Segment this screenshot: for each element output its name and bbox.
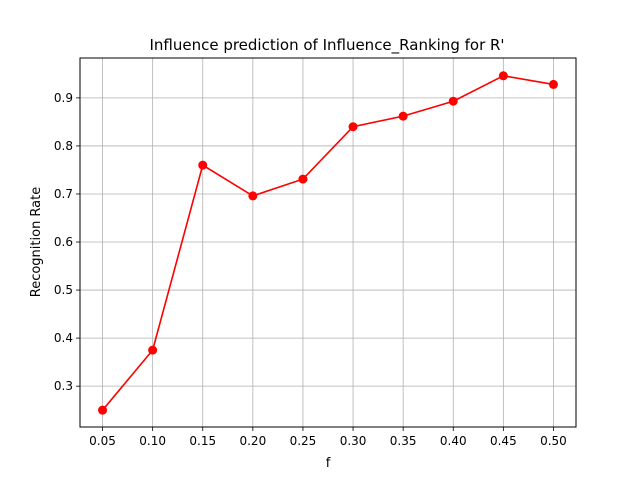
plot-frame	[79, 57, 577, 428]
y-tick-label: 0.9	[54, 91, 73, 105]
y-tick-label: 0.5	[54, 283, 73, 297]
x-axis-label: f	[326, 456, 331, 471]
x-tick-label: 0.20	[239, 434, 266, 448]
x-tick-label: 0.50	[540, 434, 567, 448]
y-axis: 0.3 0.4 0.5 0.6 0.7 0.8 0.9	[54, 91, 80, 393]
y-tick-label: 0.3	[54, 379, 73, 393]
data-point	[198, 160, 208, 170]
y-tick-label: 0.7	[54, 187, 73, 201]
x-tick-label: 0.25	[290, 434, 317, 448]
series-line	[101, 74, 554, 411]
y-tick-label: 0.6	[54, 235, 73, 249]
x-tick-label: 0.30	[340, 434, 367, 448]
plot-area	[98, 71, 558, 415]
data-point	[548, 79, 558, 89]
x-tick-label: 0.40	[440, 434, 467, 448]
x-axis: 0.05 0.10 0.15 0.20 0.25 0.30 0.35 0.40 0.45 0.50	[89, 427, 567, 448]
data-point	[498, 71, 508, 81]
y-axis-label: Recognition Rate	[29, 187, 44, 298]
data-point	[298, 174, 308, 184]
data-point	[448, 96, 458, 106]
x-tick-label: 0.05	[89, 434, 116, 448]
data-point	[248, 191, 258, 201]
chart-title: Influence prediction of Influence_Rankin…	[149, 36, 504, 55]
data-point	[98, 405, 108, 415]
x-tick-label: 0.45	[490, 434, 517, 448]
data-point	[398, 111, 408, 121]
data-point	[348, 122, 358, 132]
x-tick-label: 0.35	[390, 434, 417, 448]
x-tick-label: 0.15	[189, 434, 216, 448]
grid	[80, 58, 576, 427]
y-tick-label: 0.8	[54, 139, 73, 153]
y-tick-label: 0.4	[54, 331, 73, 345]
x-tick-label: 0.10	[139, 434, 166, 448]
data-point	[148, 345, 158, 355]
